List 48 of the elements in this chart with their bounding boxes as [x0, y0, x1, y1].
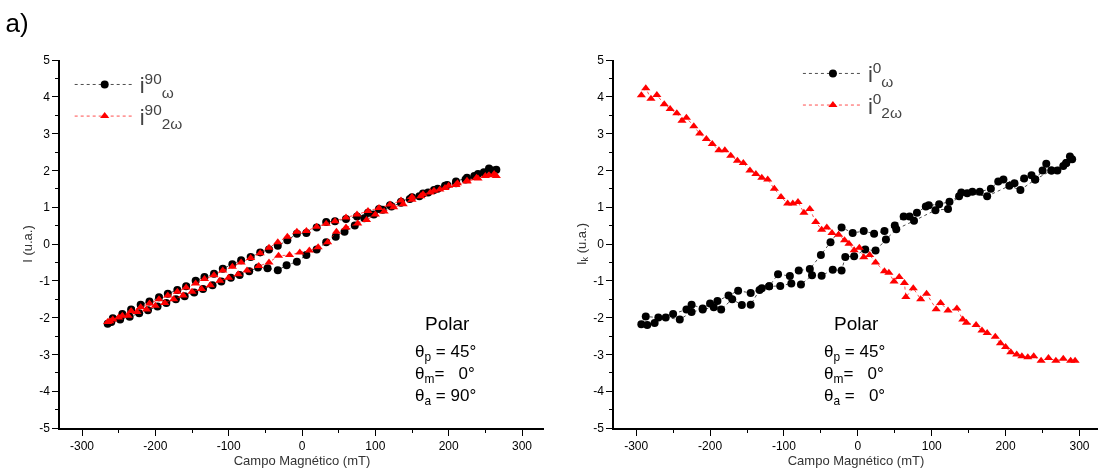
y-tick-label: 4 [597, 90, 605, 104]
y-tick-label: -5 [39, 421, 51, 436]
y-tick-label: -1 [593, 274, 605, 288]
annotation: θ$_{p}$ = 45° [824, 342, 886, 364]
y-tick-label: -2 [593, 310, 605, 325]
x-axis-title: Campo Magnético (mT) [233, 453, 371, 469]
x-tick-label: -200 [698, 439, 723, 454]
x-tick-label: 200 [995, 439, 1016, 454]
x-tick-label: 100 [921, 439, 943, 454]
annotation: θ$_{m}$= 0° [824, 364, 884, 386]
y-tick-label: 0 [43, 237, 51, 252]
y-tick-label: -4 [39, 384, 51, 399]
y-tick-label: 3 [597, 126, 605, 141]
y-tick-label: 5 [43, 53, 51, 68]
y-tick-label: 2 [597, 163, 605, 178]
x-tick-label: -100 [216, 439, 241, 454]
x-tick-label: 300 [1069, 439, 1090, 454]
x-tick-label: 300 [511, 439, 533, 454]
annotation: θ$_{a}$ = 90° [415, 386, 477, 408]
x-tick-label: 200 [438, 439, 459, 454]
y-tick-label: 0 [597, 237, 605, 252]
annotation: θ$_{a}$ = 0° [824, 386, 886, 408]
y-tick-label: -3 [593, 347, 605, 362]
chart-title: a) [5, 8, 29, 39]
annotation: Polar [834, 313, 880, 334]
y-tick-label: 2 [43, 163, 51, 178]
x-tick-label: 0 [854, 439, 862, 454]
x-tick-label: -200 [143, 439, 168, 454]
y-tick-label: -2 [39, 310, 51, 325]
annotation: θ$_{p}$ = 45° [415, 342, 477, 364]
annotation: Polar [425, 313, 471, 334]
x-tick-label: 0 [298, 439, 306, 454]
y-tick-label: 5 [597, 53, 605, 68]
x-axis-title: Campo Magnético (mT) [787, 453, 925, 469]
x-tick-label: -100 [771, 439, 797, 454]
y-tick-label: -3 [39, 347, 51, 362]
y-tick-label: 3 [43, 126, 51, 141]
y-tick-label: 1 [43, 200, 51, 215]
x-tick-label: -300 [624, 439, 649, 454]
x-tick-label: -300 [69, 439, 95, 454]
y-tick-label: -4 [593, 384, 605, 399]
y-tick-label: 1 [597, 200, 605, 215]
y-tick-label: 4 [43, 90, 51, 104]
y-tick-label: -1 [39, 274, 51, 288]
y-tick-label: -5 [593, 421, 605, 436]
annotation: θ$_{m}$= 0° [415, 364, 475, 386]
y-axis-title: I (u.a.) [19, 225, 35, 263]
x-tick-label: 100 [365, 439, 386, 454]
